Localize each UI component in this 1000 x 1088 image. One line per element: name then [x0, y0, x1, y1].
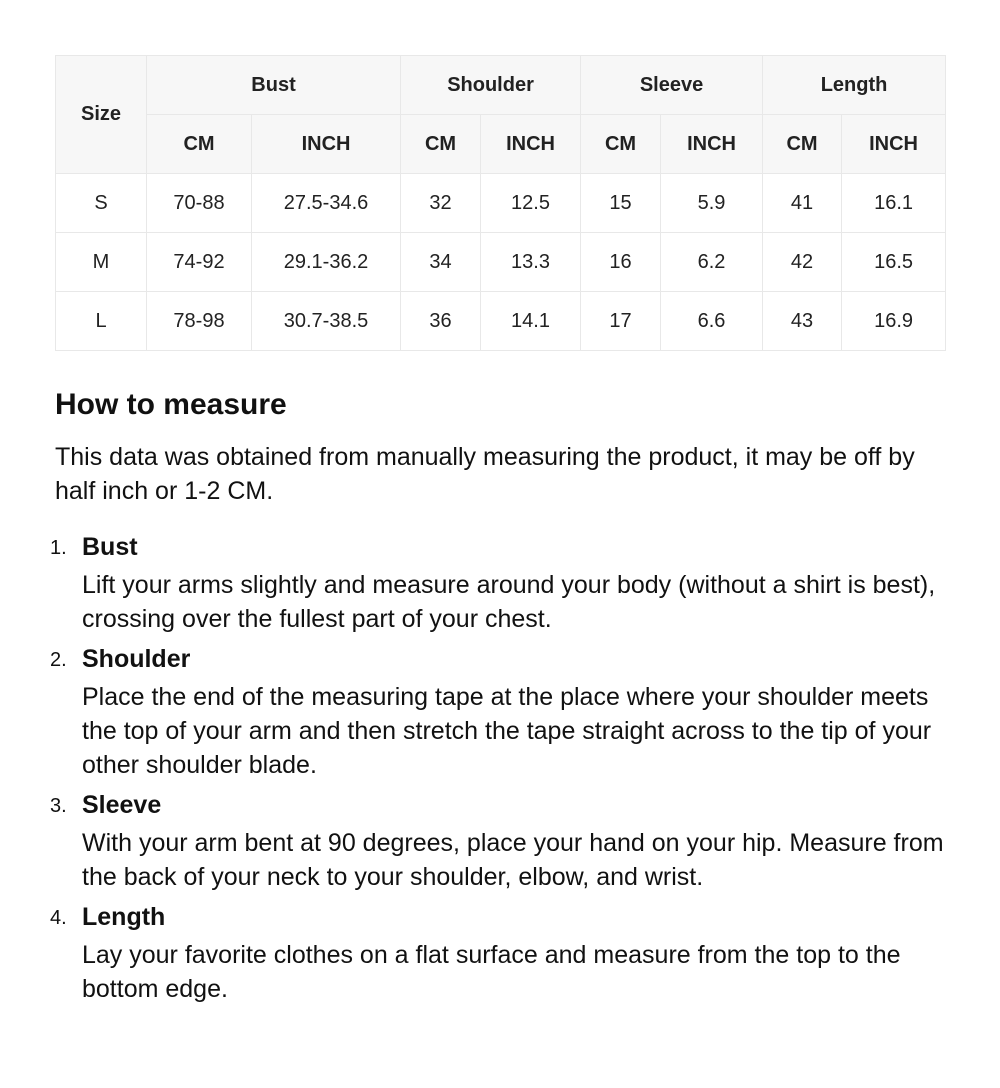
unit-header: INCH — [250, 114, 402, 174]
item-title: Shoulder — [82, 645, 191, 673]
table-cell: 36 — [400, 291, 482, 351]
item-description: Lay your favorite clothes on a flat surf… — [82, 941, 901, 1003]
list-item: 2. Shoulder Place the end of the measuring… — [50, 640, 952, 782]
unit-header: INCH — [841, 114, 947, 174]
size-cell: M — [55, 232, 147, 292]
table-cell: 27.5-34.6 — [250, 173, 402, 233]
table-cell: 78-98 — [146, 291, 252, 351]
list-item: 4. Length Lay your favorite clothes on a f… — [50, 898, 952, 1006]
group-header: Bust — [145, 55, 402, 115]
item-title: Bust — [82, 533, 138, 561]
table-cell: 5.9 — [660, 173, 764, 233]
item-description: Place the end of the measuring tape at t… — [82, 683, 932, 779]
table-cell: 6.2 — [660, 232, 764, 292]
group-header: Length — [762, 55, 947, 115]
table-cell: 6.6 — [660, 291, 764, 351]
table-cell: 16.9 — [841, 291, 947, 351]
unit-header: CM — [400, 114, 482, 174]
table-cell: 17 — [580, 291, 662, 351]
item-title: Sleeve — [82, 791, 162, 819]
table-cell: 13.3 — [480, 232, 582, 292]
size-header: Size — [55, 55, 147, 174]
item-number: 4. — [50, 907, 67, 929]
table-row: L 78-98 30.7-38.5 36 14.1 17 6.6 43 16.9 — [55, 291, 947, 351]
list-item: 3. Sleeve With your arm bent at 90 degrees… — [50, 786, 952, 894]
table-cell: 42 — [762, 232, 843, 292]
group-header: Sleeve — [580, 55, 764, 115]
unit-header: CM — [146, 114, 252, 174]
item-title: Length — [82, 903, 166, 931]
group-header: Shoulder — [400, 55, 582, 115]
table-cell: 70-88 — [146, 173, 252, 233]
section-title: How to measure — [55, 388, 287, 421]
table-cell: 14.1 — [480, 291, 582, 351]
table-cell: 29.1-36.2 — [250, 232, 402, 292]
table-cell: 32 — [400, 173, 482, 233]
table-cell: 34 — [400, 232, 482, 292]
table-row: M 74-92 29.1-36.2 34 13.3 16 6.2 42 16.5 — [55, 232, 947, 292]
item-number: 1. — [50, 537, 67, 559]
unit-header: CM — [580, 114, 662, 174]
table-cell: 16 — [580, 232, 662, 292]
table-cell: 30.7-38.5 — [250, 291, 402, 351]
table-cell: 74-92 — [146, 232, 252, 292]
table-row: S 70-88 27.5-34.6 32 12.5 15 5.9 41 16.1 — [55, 173, 947, 233]
list-item: 1. Bust Lift your arms slightly and measur… — [50, 528, 952, 636]
size-cell: S — [55, 173, 147, 233]
unit-header: INCH — [480, 114, 582, 174]
size-chart-table: Size Bust Shoulder Sleeve Length CM INCH C… — [55, 55, 947, 351]
table-cell: 16.1 — [841, 173, 947, 233]
intro-text: This data was obtained from manually mea… — [55, 443, 915, 505]
item-description: Lift your arms slightly and measure arou… — [82, 571, 936, 633]
size-cell: L — [55, 291, 147, 351]
table-cell: 43 — [762, 291, 843, 351]
item-number: 3. — [50, 795, 67, 817]
unit-header: INCH — [660, 114, 764, 174]
measure-list: 1. Bust Lift your arms slightly and measur… — [0, 528, 952, 1010]
item-description: With your arm bent at 90 degrees, place … — [82, 829, 944, 891]
item-number: 2. — [50, 649, 67, 671]
table-cell: 12.5 — [480, 173, 582, 233]
table-cell: 16.5 — [841, 232, 947, 292]
table-cell: 41 — [762, 173, 843, 233]
table-cell: 15 — [580, 173, 662, 233]
unit-header: CM — [762, 114, 843, 174]
